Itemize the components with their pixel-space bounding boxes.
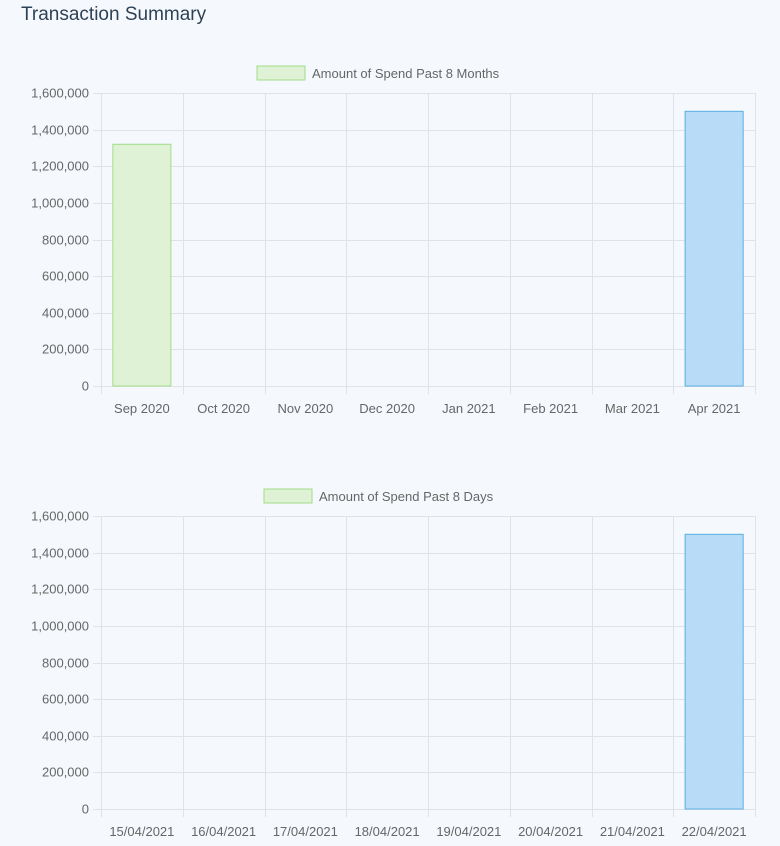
x-tick-label: Apr 2021 <box>688 401 741 416</box>
grid-lines <box>93 516 756 817</box>
x-tick-label: Sep 2020 <box>114 401 170 416</box>
chart-legend[interactable]: Amount of Spend Past 8 Months <box>256 65 500 81</box>
x-tick-label: 15/04/2021 <box>109 824 174 839</box>
x-tick-label: Oct 2020 <box>197 401 250 416</box>
grid-lines <box>93 93 756 394</box>
y-tick-label: 200,000 <box>42 342 89 357</box>
x-tick-label: 17/04/2021 <box>273 824 338 839</box>
page-title: Transaction Summary <box>21 4 207 25</box>
y-tick-label: 800,000 <box>42 656 89 671</box>
y-tick-label: 400,000 <box>42 306 89 321</box>
y-tick-label: 600,000 <box>42 269 89 284</box>
y-tick-label: 1,200,000 <box>31 582 89 597</box>
chart-legend[interactable]: Amount of Spend Past 8 Days <box>263 488 494 504</box>
y-tick-label: 1,600,000 <box>31 509 89 524</box>
x-tick-label: 18/04/2021 <box>355 824 420 839</box>
y-tick-label: 600,000 <box>42 692 89 707</box>
legend-label: Amount of Spend Past 8 Days <box>319 489 494 504</box>
chart-days-svg: Amount of Spend Past 8 Days 0 200,000 400,0… <box>31 488 756 839</box>
chart-months-svg: Amount of Spend Past 8 Months 0 200,000 400… <box>31 65 756 416</box>
y-tick-label: 0 <box>82 802 89 817</box>
legend-swatch <box>263 488 313 504</box>
x-tick-label: Nov 2020 <box>278 401 334 416</box>
chart-spend-months: Amount of Spend Past 8 Months 0 200,000 400… <box>0 55 780 425</box>
chart-spend-days: Amount of Spend Past 8 Days 0 200,000 400,0… <box>0 478 780 846</box>
x-tick-label: 16/04/2021 <box>191 824 256 839</box>
y-tick-label: 1,600,000 <box>31 86 89 101</box>
x-tick-label: 22/04/2021 <box>682 824 747 839</box>
y-tick-label: 1,000,000 <box>31 619 89 634</box>
x-tick-label: 20/04/2021 <box>518 824 583 839</box>
legend-swatch <box>256 65 306 81</box>
y-tick-label: 400,000 <box>42 729 89 744</box>
y-tick-label: 1,000,000 <box>31 196 89 211</box>
x-tick-label: Dec 2020 <box>359 401 415 416</box>
bar[interactable] <box>684 110 744 387</box>
x-tick-label: Jan 2021 <box>442 401 496 416</box>
x-tick-label: 21/04/2021 <box>600 824 665 839</box>
x-tick-label: Feb 2021 <box>523 401 578 416</box>
bar[interactable] <box>684 533 744 810</box>
y-tick-label: 0 <box>82 379 89 394</box>
x-tick-label: 19/04/2021 <box>436 824 501 839</box>
y-tick-label: 1,200,000 <box>31 159 89 174</box>
legend-label: Amount of Spend Past 8 Months <box>312 66 500 81</box>
y-tick-label: 1,400,000 <box>31 546 89 561</box>
y-tick-label: 1,400,000 <box>31 123 89 138</box>
y-tick-label: 200,000 <box>42 765 89 780</box>
y-tick-label: 800,000 <box>42 233 89 248</box>
x-tick-label: Mar 2021 <box>605 401 660 416</box>
bar[interactable] <box>112 143 172 387</box>
